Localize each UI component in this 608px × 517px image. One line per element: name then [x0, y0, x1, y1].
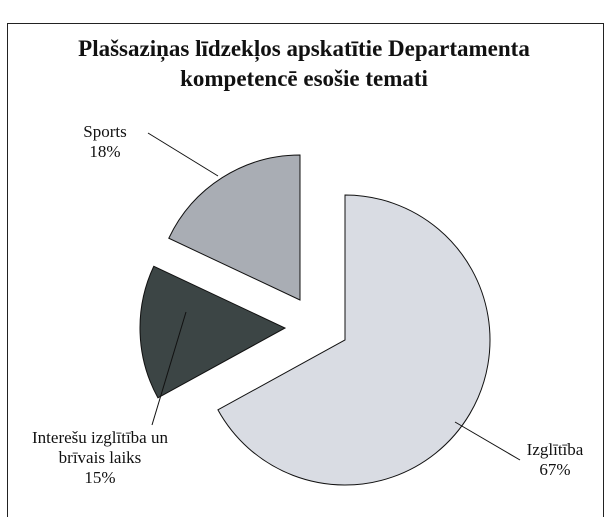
- slice-label: Sports 18%: [60, 122, 150, 162]
- value-label: 18%: [89, 142, 121, 161]
- category-label: Interešu izglītība un brīvais laiks: [32, 428, 168, 467]
- frame: [7, 23, 604, 517]
- slice-label: Izglītība 67%: [515, 440, 595, 480]
- slice-label: Interešu izglītība un brīvais laiks 15%: [25, 428, 175, 488]
- value-label: 15%: [84, 468, 116, 487]
- leader-line: [151, 311, 187, 426]
- category-label: Sports: [83, 122, 127, 141]
- category-label: Izglītība: [526, 440, 584, 459]
- leader-line: [454, 421, 521, 461]
- chart-title: Plašsaziņas līdzekļos apskatītie Departa…: [78, 36, 530, 91]
- pie-slice: [217, 194, 491, 486]
- pie-slice: [168, 154, 301, 301]
- value-label: 67%: [539, 460, 571, 479]
- leader-line: [147, 132, 219, 177]
- pie-slice: [139, 265, 287, 399]
